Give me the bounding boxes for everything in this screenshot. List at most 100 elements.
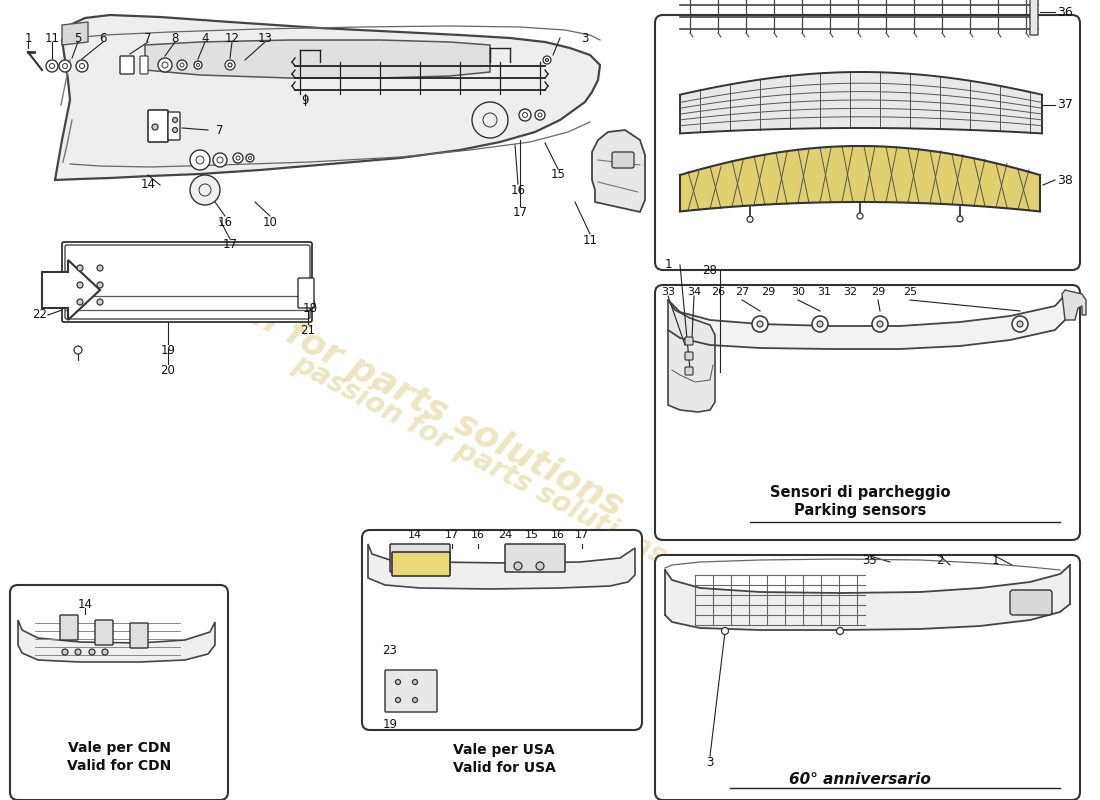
Polygon shape [55, 15, 600, 180]
FancyBboxPatch shape [148, 110, 168, 142]
Circle shape [1012, 316, 1028, 332]
Circle shape [97, 282, 103, 288]
Circle shape [857, 213, 864, 219]
Text: 32: 32 [843, 287, 857, 297]
Text: 35: 35 [862, 554, 878, 566]
Circle shape [173, 118, 177, 122]
Circle shape [812, 316, 828, 332]
Text: 11: 11 [583, 234, 597, 246]
Text: 16: 16 [551, 530, 565, 540]
Circle shape [226, 60, 235, 70]
Circle shape [77, 299, 82, 305]
Circle shape [197, 63, 199, 66]
Text: 14: 14 [141, 178, 155, 191]
FancyBboxPatch shape [654, 555, 1080, 800]
FancyBboxPatch shape [362, 530, 642, 730]
Circle shape [483, 113, 497, 127]
Circle shape [228, 63, 232, 67]
Text: passion for parts solutions: passion for parts solutions [288, 350, 671, 570]
Circle shape [536, 562, 544, 570]
Polygon shape [592, 130, 645, 212]
Text: 37: 37 [1057, 98, 1072, 111]
Circle shape [97, 265, 103, 271]
FancyBboxPatch shape [685, 367, 693, 375]
Circle shape [63, 63, 67, 69]
FancyBboxPatch shape [685, 337, 693, 345]
Circle shape [180, 63, 184, 67]
Text: 17: 17 [513, 206, 528, 218]
Circle shape [538, 113, 542, 117]
Text: 1: 1 [991, 554, 999, 566]
Circle shape [173, 127, 177, 133]
FancyBboxPatch shape [392, 552, 450, 576]
Circle shape [190, 175, 220, 205]
Text: 15: 15 [525, 530, 539, 540]
Circle shape [396, 679, 400, 685]
Text: 19: 19 [383, 718, 397, 731]
Circle shape [97, 299, 103, 305]
Text: 25: 25 [903, 287, 917, 297]
Text: 24: 24 [498, 530, 513, 540]
Polygon shape [42, 260, 100, 320]
Text: 33: 33 [661, 287, 675, 297]
Circle shape [213, 153, 227, 167]
Circle shape [190, 150, 210, 170]
FancyBboxPatch shape [65, 245, 310, 319]
Circle shape [59, 60, 72, 72]
FancyBboxPatch shape [612, 152, 634, 168]
Text: 6: 6 [99, 31, 107, 45]
Text: 1: 1 [664, 258, 672, 271]
Circle shape [514, 562, 522, 570]
Circle shape [158, 58, 172, 72]
Text: 23: 23 [383, 643, 397, 657]
Text: Parking sensors: Parking sensors [794, 502, 926, 518]
Text: 31: 31 [817, 287, 830, 297]
Text: 29: 29 [871, 287, 886, 297]
Text: 16: 16 [510, 183, 526, 197]
Text: Valid for USA: Valid for USA [452, 761, 556, 775]
Circle shape [236, 156, 240, 160]
Circle shape [757, 321, 763, 327]
FancyBboxPatch shape [1010, 590, 1052, 615]
Polygon shape [368, 544, 635, 589]
FancyBboxPatch shape [62, 242, 312, 322]
Circle shape [957, 216, 962, 222]
Circle shape [396, 698, 400, 702]
Polygon shape [62, 22, 88, 45]
Circle shape [1018, 321, 1023, 327]
Text: 18: 18 [302, 302, 318, 314]
Circle shape [75, 649, 81, 655]
Text: 14: 14 [408, 530, 422, 540]
Circle shape [46, 60, 58, 72]
Circle shape [877, 321, 883, 327]
Circle shape [546, 58, 549, 62]
Polygon shape [145, 40, 490, 78]
Circle shape [535, 110, 544, 120]
Text: 38: 38 [1057, 174, 1072, 186]
Text: 20: 20 [161, 363, 175, 377]
FancyBboxPatch shape [168, 112, 180, 140]
Circle shape [249, 157, 252, 159]
Text: 13: 13 [257, 31, 273, 45]
FancyBboxPatch shape [10, 585, 228, 800]
Circle shape [62, 649, 68, 655]
Text: 7: 7 [144, 31, 152, 45]
Text: 10: 10 [263, 215, 277, 229]
Text: 11: 11 [44, 31, 59, 45]
Circle shape [402, 562, 409, 570]
FancyBboxPatch shape [390, 544, 450, 572]
Text: 5: 5 [75, 31, 81, 45]
Text: 26: 26 [711, 287, 725, 297]
Text: 15: 15 [551, 169, 565, 182]
Circle shape [77, 282, 82, 288]
FancyBboxPatch shape [685, 352, 693, 360]
Text: 1: 1 [24, 31, 32, 45]
Text: 16: 16 [218, 215, 232, 229]
Circle shape [752, 316, 768, 332]
Polygon shape [1062, 290, 1086, 320]
Circle shape [177, 60, 187, 70]
Circle shape [412, 698, 418, 702]
Text: 14: 14 [77, 598, 92, 611]
Circle shape [74, 346, 82, 354]
Text: 36: 36 [1057, 6, 1072, 18]
